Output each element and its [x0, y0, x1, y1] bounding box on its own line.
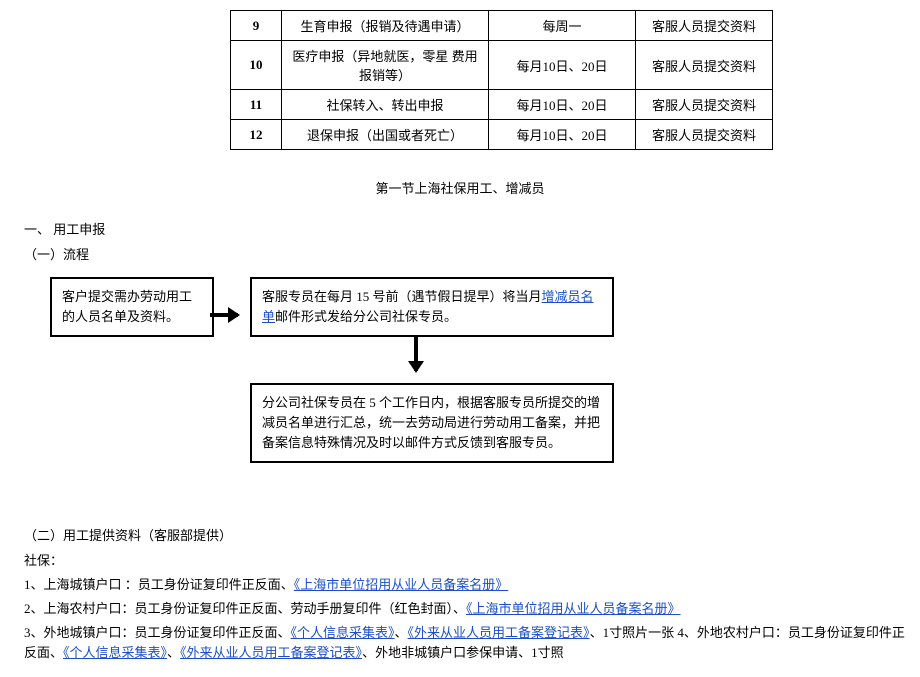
row-who: 客服人员提交资料	[636, 90, 773, 120]
row-desc: 医疗申报（异地就医，零星 费用报销等）	[282, 41, 489, 90]
heading-1: 一、 用工申报	[24, 219, 910, 238]
row-num: 10	[231, 41, 282, 90]
row-time: 每月10日、20日	[489, 90, 636, 120]
row-desc: 生育申报（报销及待遇申请）	[282, 11, 489, 41]
text: 、外地非城镇户口参保申请、1寸照	[362, 645, 564, 660]
link-doc[interactable]: 《个人信息采集表》	[63, 645, 167, 660]
text: 2、上海农村户口：员工身份证复印件正反面、劳动手册复印件（红色封面）、	[24, 601, 466, 616]
link-doc[interactable]: 《外来从业人员用工备案登记表》	[408, 625, 590, 640]
text: 1、上海城镇户口 ：员工身份证复印件正反面、	[24, 577, 294, 592]
material-line-1: 1、上海城镇户口 ：员工身份证复印件正反面、《上海市单位招用从业人员备案名册》	[24, 575, 910, 596]
row-time: 每月10日、20日	[489, 41, 636, 90]
link-doc[interactable]: 《外来从业人员用工备案登记表》	[180, 645, 362, 660]
heading-1-1: （一）流程	[24, 244, 910, 263]
table-row: 12 退保申报（出国或者死亡） 每月10日、20日 客服人员提交资料	[231, 120, 773, 150]
flowchart: 客户提交需办劳动用工的人员名单及资料。 客服专员在每月 15 号前（遇节假日提早…	[10, 277, 910, 507]
material-line-3: 3、外地城镇户口：员工身份证复印件正反面、《个人信息采集表》、《外来从业人员用工…	[24, 623, 910, 665]
row-who: 客服人员提交资料	[636, 11, 773, 41]
row-who: 客服人员提交资料	[636, 41, 773, 90]
heading-shebao: 社保：	[24, 550, 910, 569]
flow-box-2-text-pre: 客服专员在每月 15 号前（遇节假日提早）将当月	[262, 289, 542, 304]
section-title: 第一节上海社保用工、增减员	[10, 178, 910, 197]
table-row: 11 社保转入、转出申报 每月10日、20日 客服人员提交资料	[231, 90, 773, 120]
row-time: 每周一	[489, 11, 636, 41]
row-desc: 退保申报（出国或者死亡）	[282, 120, 489, 150]
arrow-right-icon	[210, 313, 238, 317]
row-num: 12	[231, 120, 282, 150]
schedule-table: 9 生育申报（报销及待遇申请） 每周一 客服人员提交资料 10 医疗申报（异地就…	[230, 10, 773, 150]
table-row: 10 医疗申报（异地就医，零星 费用报销等） 每月10日、20日 客服人员提交资…	[231, 41, 773, 90]
row-time: 每月10日、20日	[489, 120, 636, 150]
text: 3、外地城镇户口：员工身份证复印件正反面、	[24, 625, 291, 640]
row-num: 9	[231, 11, 282, 41]
flow-box-2-text-post: 邮件形式发给分公司社保专员。	[275, 309, 457, 324]
row-who: 客服人员提交资料	[636, 120, 773, 150]
flow-box-1: 客户提交需办劳动用工的人员名单及资料。	[50, 277, 214, 337]
link-doc[interactable]: 《上海市单位招用从业人员备案名册》	[294, 577, 509, 592]
table-row: 9 生育申报（报销及待遇申请） 每周一 客服人员提交资料	[231, 11, 773, 41]
text: 、	[167, 645, 180, 660]
link-doc[interactable]: 《个人信息采集表》	[291, 625, 395, 640]
row-num: 11	[231, 90, 282, 120]
flow-box-3: 分公司社保专员在 5 个工作日内，根据客服专员所提交的增减员名单进行汇总，统一去…	[250, 383, 614, 463]
link-doc[interactable]: 《上海市单位招用从业人员备案名册》	[466, 601, 681, 616]
text: 、	[395, 625, 408, 640]
material-line-2: 2、上海农村户口：员工身份证复印件正反面、劳动手册复印件（红色封面）、《上海市单…	[24, 599, 910, 620]
heading-1-2: （二）用工提供资料（客服部提供）	[24, 525, 910, 544]
row-desc: 社保转入、转出申报	[282, 90, 489, 120]
arrow-down-icon	[414, 335, 418, 371]
flow-box-2: 客服专员在每月 15 号前（遇节假日提早）将当月增减员名单邮件形式发给分公司社保…	[250, 277, 614, 337]
